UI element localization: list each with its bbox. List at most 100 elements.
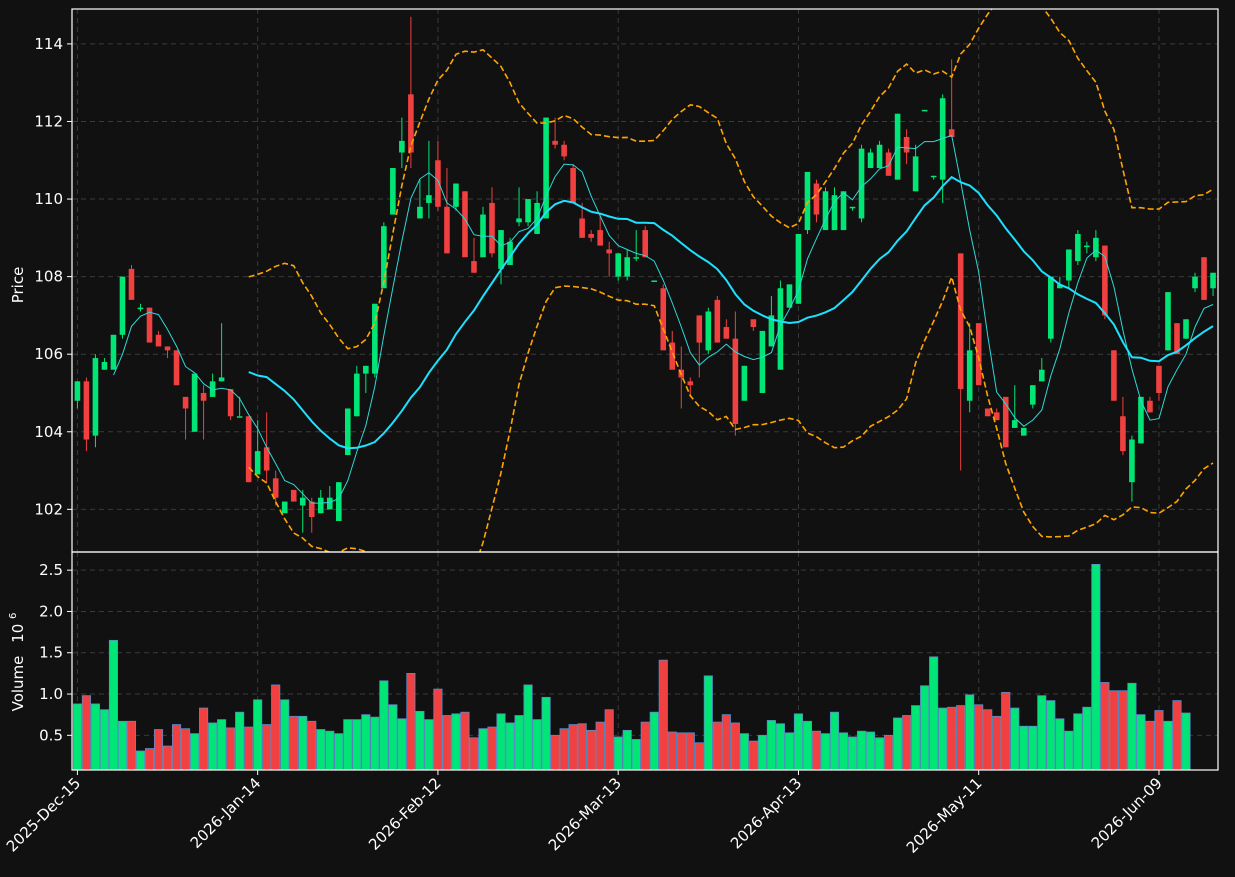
volume-bar bbox=[162, 745, 173, 771]
volume-bar bbox=[90, 703, 100, 771]
bollinger-lower-line bbox=[248, 274, 1214, 552]
candle-body bbox=[1039, 369, 1045, 382]
candle-body bbox=[552, 140, 558, 145]
candle-body bbox=[1156, 365, 1162, 393]
candle-body bbox=[786, 284, 793, 308]
candle-body bbox=[390, 168, 396, 215]
bollinger-upper-line bbox=[248, 9, 1214, 350]
candle-body bbox=[209, 381, 216, 397]
volume-bar bbox=[181, 728, 191, 771]
candle-body bbox=[615, 253, 621, 277]
volume-bar bbox=[343, 719, 353, 771]
volume-bar bbox=[658, 659, 668, 771]
candle-body bbox=[1138, 396, 1144, 444]
volume-bar bbox=[1055, 718, 1065, 771]
volume-bar bbox=[1028, 725, 1038, 771]
volume-ytick-label: 1.0 bbox=[39, 685, 63, 703]
candle-body bbox=[1011, 420, 1018, 428]
volume-bar bbox=[640, 721, 650, 771]
candle-body bbox=[146, 307, 153, 343]
candle-body bbox=[326, 497, 333, 510]
volume-bar bbox=[532, 719, 542, 771]
candle-body bbox=[525, 199, 531, 223]
candle-body bbox=[372, 303, 378, 374]
volume-bar bbox=[1001, 691, 1011, 771]
candle-body bbox=[1084, 245, 1090, 248]
volume-bar bbox=[676, 732, 686, 771]
volume-bar bbox=[108, 639, 119, 771]
candle-body bbox=[1210, 272, 1216, 289]
volume-bar bbox=[884, 734, 894, 771]
candle-body bbox=[588, 233, 594, 238]
candle-body bbox=[1057, 284, 1063, 289]
volume-bar bbox=[316, 729, 326, 771]
candle-body bbox=[227, 389, 234, 417]
candle-body bbox=[182, 396, 189, 409]
volume-bar bbox=[929, 656, 939, 771]
candle-body bbox=[813, 183, 820, 215]
volume-bar bbox=[135, 750, 146, 771]
candle-body bbox=[714, 299, 721, 343]
candle-body bbox=[263, 447, 270, 471]
volume-bar bbox=[307, 720, 317, 771]
volume-bar bbox=[649, 711, 659, 771]
volume-bar bbox=[496, 713, 506, 771]
volume-panel-frame bbox=[71, 551, 1219, 771]
volume-bar bbox=[289, 715, 299, 771]
volume-bar bbox=[126, 720, 137, 771]
volume-bar bbox=[604, 709, 614, 771]
volume-bar bbox=[992, 715, 1002, 771]
candle-body bbox=[759, 330, 766, 393]
volume-bar bbox=[81, 695, 91, 771]
volume-bar bbox=[1127, 682, 1137, 771]
volume-bar bbox=[298, 715, 308, 771]
volume-bar bbox=[190, 733, 200, 771]
candle-body bbox=[768, 315, 775, 347]
volume-bar bbox=[820, 733, 831, 771]
volume-axis-exponent-base: 10 bbox=[9, 624, 27, 643]
candle-body bbox=[687, 381, 694, 386]
volume-bar bbox=[811, 730, 822, 771]
volume-bar bbox=[379, 680, 389, 771]
volume-bar bbox=[226, 727, 236, 771]
volume-bar bbox=[117, 720, 128, 771]
candle-body bbox=[660, 288, 667, 351]
candle-body bbox=[200, 392, 207, 401]
candle-body bbox=[236, 416, 243, 418]
candle-body bbox=[498, 230, 504, 269]
candle-body bbox=[1147, 400, 1153, 413]
volume-bar bbox=[433, 688, 443, 771]
candle-body bbox=[561, 144, 567, 157]
candle-body bbox=[417, 206, 423, 219]
volume-bar bbox=[595, 721, 605, 771]
candle-body bbox=[696, 315, 703, 343]
candle-body bbox=[317, 497, 324, 514]
volume-bar bbox=[622, 729, 632, 771]
indicator-overlays bbox=[113, 9, 1214, 552]
candle-body bbox=[795, 233, 802, 304]
candle-body bbox=[732, 338, 739, 425]
candle-body bbox=[912, 156, 919, 192]
candle-body bbox=[426, 195, 432, 203]
volume-bar bbox=[784, 732, 794, 771]
volume-bar bbox=[397, 718, 407, 771]
volume-bar bbox=[153, 729, 164, 771]
candle-body bbox=[299, 497, 306, 506]
volume-bar bbox=[613, 736, 623, 771]
candle-body bbox=[1174, 323, 1180, 355]
volume-bar bbox=[766, 720, 776, 771]
volume-ytick-label: 2.0 bbox=[39, 602, 63, 620]
volume-bar bbox=[352, 719, 362, 771]
volume-bar bbox=[99, 709, 109, 771]
candle-body bbox=[155, 334, 162, 347]
volume-bar bbox=[911, 705, 921, 771]
candle-body bbox=[345, 408, 351, 456]
candle-body bbox=[462, 191, 468, 258]
candle-body bbox=[606, 249, 612, 254]
candle-body bbox=[1075, 233, 1081, 262]
volume-bar bbox=[442, 715, 452, 771]
candle-body bbox=[453, 183, 459, 207]
candle-body bbox=[254, 451, 261, 475]
candle-body bbox=[408, 94, 414, 153]
candle-body bbox=[1192, 276, 1198, 289]
